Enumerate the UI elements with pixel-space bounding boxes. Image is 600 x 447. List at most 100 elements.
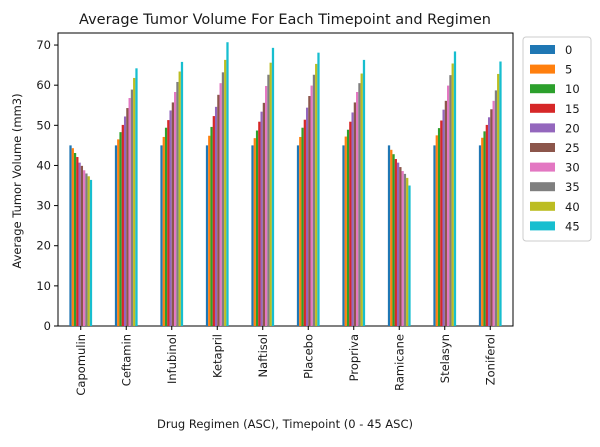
bar-zoniferol-t40 bbox=[497, 73, 500, 326]
bar-ketapril-t40 bbox=[224, 59, 227, 326]
bar-ceftamin-t40 bbox=[133, 77, 136, 326]
bar-infubinol-t5 bbox=[162, 136, 165, 326]
bar-zoniferol-t45 bbox=[499, 61, 502, 326]
bar-ketapril-t15 bbox=[212, 116, 215, 326]
bar-propriva-t5 bbox=[344, 136, 347, 326]
bar-naftisol-t5 bbox=[253, 138, 256, 326]
legend-label-35: 35 bbox=[565, 180, 580, 194]
bar-infubinol-t30 bbox=[174, 92, 177, 326]
bar-stelasyn-t25 bbox=[444, 100, 448, 326]
bar-propriva-t45 bbox=[362, 59, 366, 326]
bar-naftisol-t25 bbox=[262, 102, 266, 326]
bar-capomulin-t20 bbox=[78, 162, 81, 326]
bar-capomulin-t25 bbox=[80, 165, 84, 326]
bar-placebo-t15 bbox=[303, 119, 306, 326]
x-tick-label-stelasyn: Stelasyn bbox=[438, 334, 452, 383]
bar-ceftamin-t0 bbox=[114, 145, 118, 326]
legend-swatch-40 bbox=[530, 201, 555, 211]
bar-capomulin-t35 bbox=[85, 173, 88, 326]
bar-zoniferol-t20 bbox=[487, 117, 491, 326]
bar-propriva-t25 bbox=[353, 102, 357, 326]
bar-ceftamin-t20 bbox=[123, 116, 127, 326]
bar-zoniferol-t0 bbox=[478, 145, 482, 326]
bar-zoniferol-t5 bbox=[481, 137, 484, 326]
bar-capomulin-t10 bbox=[73, 153, 77, 326]
bar-placebo-t40 bbox=[315, 63, 318, 326]
legend-swatch-5 bbox=[530, 64, 555, 74]
bar-ketapril-t10 bbox=[210, 126, 213, 326]
bar-ceftamin-t45 bbox=[135, 68, 138, 326]
legend: 0 5 10 15 20 25 30 35 40 45 bbox=[522, 36, 592, 242]
bar-stelasyn-t45 bbox=[453, 51, 457, 327]
bar-stelasyn-t15 bbox=[440, 120, 443, 326]
bar-capomulin-t30 bbox=[83, 170, 86, 326]
bar-naftisol-t15 bbox=[258, 121, 261, 326]
bar-placebo-t30 bbox=[310, 85, 313, 326]
bar-infubinol-t25 bbox=[171, 102, 175, 326]
x-tick-label-infubinol: Infubinol bbox=[165, 334, 179, 384]
bar-ceftamin-t35 bbox=[130, 89, 134, 326]
bar-naftisol-t40 bbox=[269, 62, 272, 326]
legend-swatch-45 bbox=[530, 221, 555, 231]
bar-ketapril-t0 bbox=[205, 145, 209, 326]
bar-propriva-t35 bbox=[358, 83, 361, 326]
y-tick-label: 60 bbox=[36, 78, 51, 92]
bar-ceftamin-t5 bbox=[117, 139, 120, 326]
bar-ketapril-t35 bbox=[221, 72, 225, 326]
y-tick-label: 50 bbox=[36, 118, 51, 132]
bar-naftisol-t30 bbox=[265, 85, 268, 326]
bars-group bbox=[69, 42, 502, 327]
bar-capomulin-t15 bbox=[76, 157, 79, 326]
bar-ramicane-t25 bbox=[399, 167, 402, 326]
bar-ramicane-t10 bbox=[392, 154, 395, 326]
bar-placebo-t45 bbox=[317, 52, 320, 327]
legend-label-30: 30 bbox=[565, 161, 580, 175]
legend-swatch-25 bbox=[530, 143, 555, 152]
bar-stelasyn-t30 bbox=[447, 85, 450, 326]
bar-stelasyn-t20 bbox=[442, 109, 445, 326]
bar-placebo-t20 bbox=[305, 107, 309, 327]
bar-infubinol-t15 bbox=[167, 120, 170, 326]
bar-naftisol-t20 bbox=[260, 111, 263, 326]
bar-stelasyn-t40 bbox=[451, 63, 454, 326]
bar-ramicane-t20 bbox=[396, 162, 400, 326]
legend-swatch-30 bbox=[530, 162, 555, 172]
bar-capomulin-t45 bbox=[89, 179, 93, 326]
bar-stelasyn-t35 bbox=[449, 75, 452, 326]
bar-propriva-t30 bbox=[356, 92, 359, 326]
y-tick-label: 30 bbox=[36, 199, 51, 213]
bar-ramicane-t35 bbox=[403, 173, 407, 326]
bar-ramicane-t15 bbox=[394, 159, 397, 326]
legend-label-10: 10 bbox=[565, 82, 580, 96]
x-tick-label-naftisol: Naftisol bbox=[256, 334, 270, 377]
legend-label-45: 45 bbox=[565, 219, 580, 233]
x-tick-label-ceftamin: Ceftamin bbox=[119, 334, 133, 386]
x-tick-label-zoniferol: Zoniferol bbox=[483, 334, 497, 385]
bar-placebo-t25 bbox=[308, 96, 311, 327]
bar-naftisol-t35 bbox=[267, 74, 270, 327]
y-tick-label: 10 bbox=[36, 279, 51, 293]
bar-ramicane-t0 bbox=[387, 145, 391, 326]
bar-ceftamin-t30 bbox=[128, 98, 131, 327]
bar-propriva-t20 bbox=[351, 112, 354, 326]
bar-zoniferol-t10 bbox=[483, 131, 486, 326]
bar-ceftamin-t25 bbox=[126, 108, 129, 326]
legend-label-20: 20 bbox=[565, 121, 580, 135]
bar-infubinol-t20 bbox=[169, 110, 172, 327]
bar-infubinol-t35 bbox=[176, 81, 179, 326]
x-tick-label-capomulin: Capomulin bbox=[74, 334, 88, 396]
bar-ramicane-t30 bbox=[401, 171, 404, 326]
legend-swatch-0 bbox=[530, 45, 555, 54]
bar-ceftamin-t15 bbox=[121, 124, 124, 326]
legend-swatch-15 bbox=[530, 103, 555, 113]
bar-zoniferol-t15 bbox=[485, 124, 488, 326]
bar-infubinol-t45 bbox=[180, 61, 184, 327]
bar-zoniferol-t35 bbox=[494, 90, 498, 327]
bar-placebo-t5 bbox=[299, 136, 302, 326]
bar-propriva-t40 bbox=[360, 73, 363, 326]
bar-ramicane-t5 bbox=[390, 149, 393, 326]
bar-ketapril-t30 bbox=[219, 83, 222, 326]
bar-naftisol-t0 bbox=[251, 145, 254, 326]
x-tick-label-ketapril: Ketapril bbox=[210, 334, 224, 378]
